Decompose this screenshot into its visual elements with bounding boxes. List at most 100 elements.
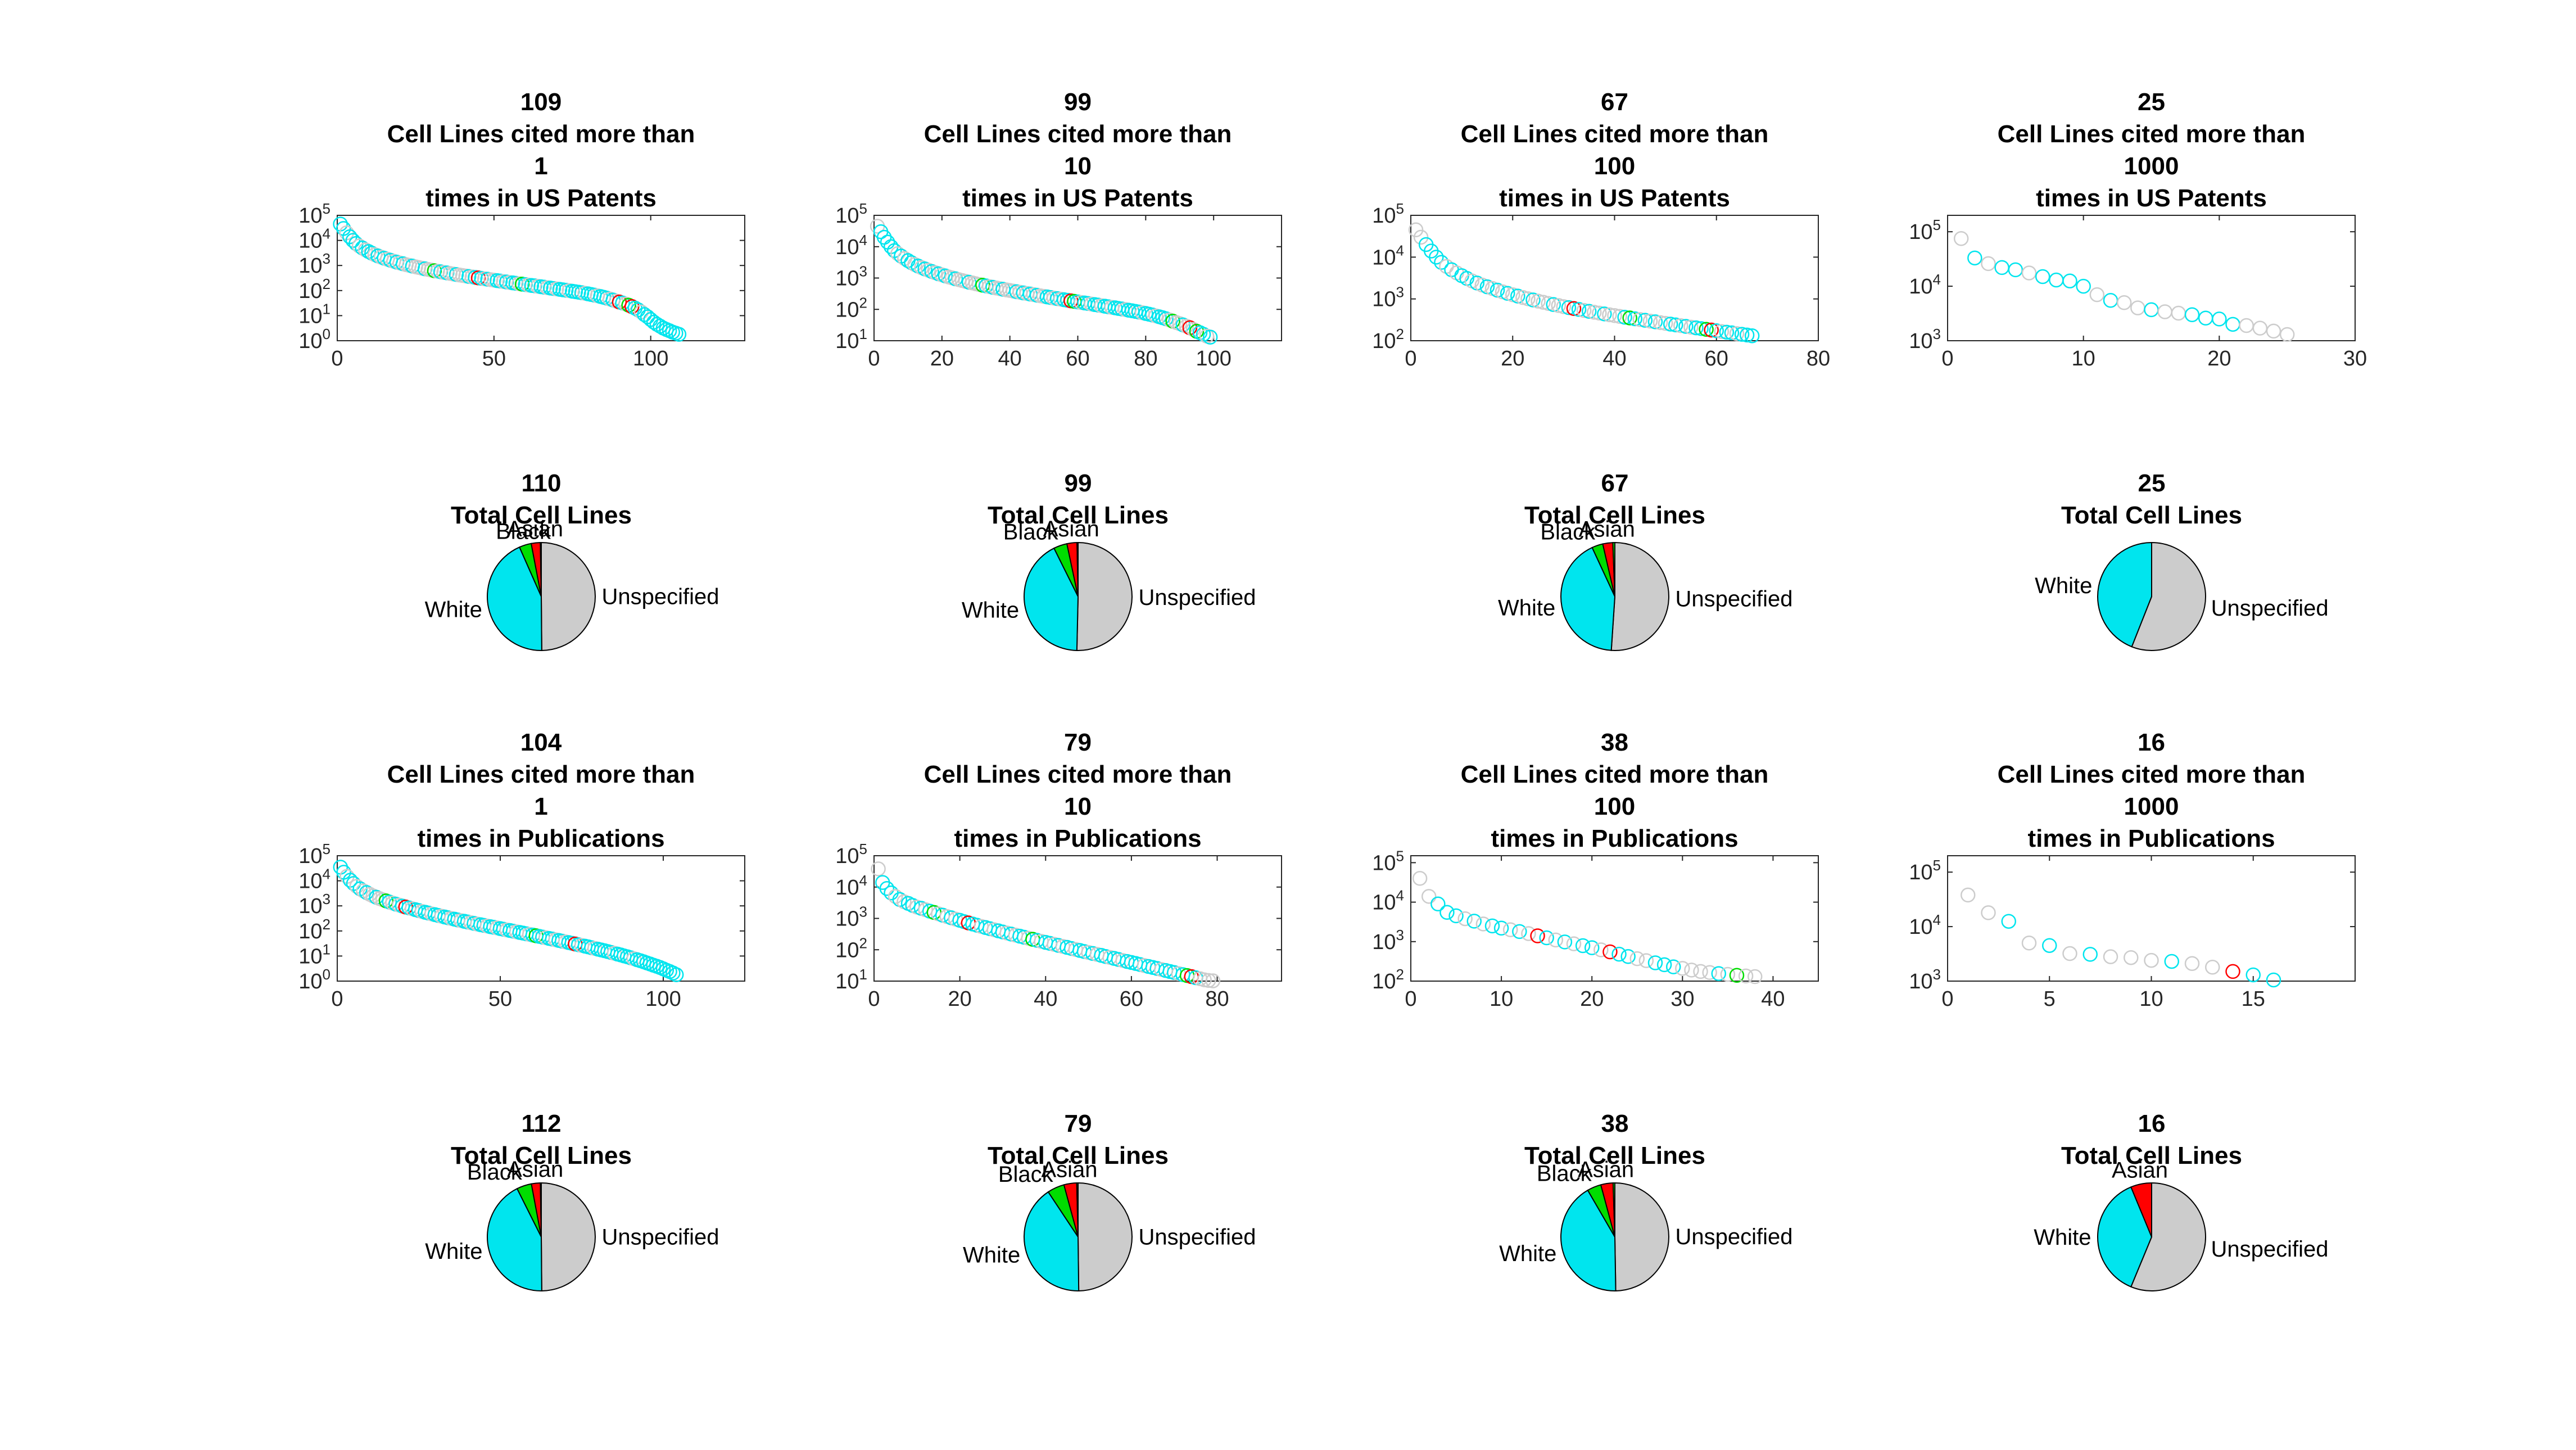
data-point-white (2104, 293, 2117, 307)
data-point-white (1495, 922, 1508, 935)
pie-label-unspecified: Unspecified (1676, 1225, 1793, 1249)
scatter-title-line: 100 (1594, 793, 1635, 820)
scatter-title-line: 109 (520, 88, 562, 116)
x-tick-label: 60 (1120, 987, 1143, 1011)
data-point-white (2084, 947, 2097, 961)
y-tick-label: 102 (298, 916, 331, 943)
scatter-title-line: Cell Lines cited more than (924, 120, 1232, 148)
data-point-unspecified (2280, 328, 2294, 341)
scatter-title-line: 79 (1064, 729, 1092, 756)
x-tick-label: 50 (482, 347, 506, 371)
y-tick-label: 100 (298, 326, 331, 353)
pie-chart-7: Unspecified White (2035, 543, 2328, 651)
data-point-white (1968, 251, 1981, 265)
scatter-plot-10: 020406080101102103104105 (835, 841, 1282, 1011)
x-tick-label: 40 (1034, 987, 1057, 1011)
x-tick-label: 20 (1580, 987, 1604, 1011)
y-tick-label: 104 (835, 232, 867, 259)
scatter-title-line: Cell Lines cited more than (387, 761, 695, 788)
pie-label-unspecified: Unspecified (602, 1225, 719, 1250)
y-tick-label: 100 (298, 966, 331, 993)
data-point-white (1440, 906, 1454, 919)
pie-title-line: Total Cell Lines (988, 1142, 1169, 1169)
data-point-white (1585, 941, 1599, 955)
x-tick-label: 100 (1196, 347, 1231, 371)
data-point-white (2145, 303, 2158, 317)
pie-slice-unspecified (1077, 543, 1132, 651)
pie-title-line: Total Cell Lines (2061, 502, 2242, 529)
y-tick-label: 103 (298, 250, 331, 278)
data-point-white (2009, 263, 2022, 277)
data-point-white (1995, 261, 2009, 274)
data-point-white (2212, 312, 2226, 326)
pie-slice-unspecified (1615, 1183, 1669, 1291)
data-point-unspecified (1459, 912, 1472, 925)
y-tick-label: 104 (1909, 911, 1941, 939)
data-point-unspecified (1640, 954, 1653, 968)
x-tick-label: 40 (998, 347, 1022, 371)
y-tick-label: 105 (835, 841, 867, 868)
scatter-plot-2: 020406080100101102103104105 (835, 200, 1282, 371)
data-point-unspecified (1594, 943, 1608, 956)
pie-label-unspecified: Unspecified (2211, 1237, 2328, 1262)
data-point-unspecified (1522, 927, 1535, 940)
scatter-title-line: 1 (534, 152, 547, 180)
data-point-unspecified (1685, 963, 1698, 977)
y-tick-label: 102 (1372, 326, 1404, 353)
data-point-unspecified (2253, 322, 2267, 335)
x-tick-label: 10 (1490, 987, 1513, 1011)
y-tick-label: 105 (298, 841, 331, 868)
pie-title-line: 25 (2138, 469, 2166, 497)
pie-label-unspecified: Unspecified (2211, 596, 2329, 621)
pie-label-white: White (1499, 1241, 1556, 1266)
x-tick-label: 30 (1670, 987, 1694, 1011)
data-point-white (334, 217, 347, 231)
data-point-unspecified (2117, 296, 2131, 309)
scatter-title-line: Cell Lines cited more than (1998, 120, 2306, 148)
x-tick-label: 100 (645, 987, 681, 1011)
pie-title-line: Total Cell Lines (1524, 502, 1705, 529)
data-point-white (1431, 897, 1445, 911)
y-tick-label: 104 (1909, 271, 1941, 299)
scatter-plot-6: 0102030103104105 (1909, 215, 2367, 371)
pie-label-white: White (2035, 573, 2092, 598)
data-point-asian (1603, 945, 1617, 959)
data-point-unspecified (2090, 288, 2104, 301)
y-tick-label: 104 (1372, 887, 1404, 915)
pie-label-white: White (2034, 1225, 2091, 1250)
scatter-title-line: Cell Lines cited more than (1461, 120, 1769, 148)
pie-chart-1: UnspecifiedWhiteBlackAsian (425, 517, 719, 651)
scatter-plot-0: 050100100101102103104105 (298, 200, 745, 371)
x-tick-label: 10 (2072, 347, 2095, 371)
x-tick-label: 100 (633, 347, 668, 371)
data-point-unspecified (2022, 936, 2036, 950)
data-point-unspecified (2124, 951, 2138, 964)
pie-slice-unspecified (1611, 543, 1669, 651)
y-tick-label: 102 (1372, 966, 1404, 993)
x-tick-label: 0 (1941, 987, 1953, 1011)
data-point-white (1558, 935, 1572, 948)
scatter-title-line: Cell Lines cited more than (924, 761, 1232, 788)
pie-chart-9: UnspecifiedWhiteBlackAsian (425, 1157, 719, 1291)
x-tick-label: 20 (930, 347, 954, 371)
data-point-white (334, 860, 347, 874)
scatter-title-line: times in Publications (417, 825, 664, 852)
pie-label-unspecified: Unspecified (1139, 585, 1256, 610)
pie-title-line: 110 (522, 469, 562, 497)
data-point-white (2077, 279, 2090, 293)
data-point-white (1486, 919, 1499, 933)
data-point-unspecified (2267, 324, 2280, 338)
y-tick-label: 105 (835, 200, 867, 228)
scatter-title-line: 1 (534, 793, 547, 820)
data-point-unspecified (2172, 306, 2185, 320)
x-tick-label: 0 (331, 347, 343, 371)
data-point-white (2049, 273, 2063, 287)
data-point-white (1468, 914, 1481, 928)
data-point-white (1576, 939, 1590, 952)
data-point-unspecified (2158, 305, 2172, 318)
scatter-title-line: 10 (1064, 793, 1092, 820)
pie-label-white: White (1498, 596, 1555, 621)
data-point-unspecified (1504, 923, 1517, 937)
pie-chart-15: UnspecifiedWhiteAsian (2034, 1158, 2328, 1291)
pie-title-line: Total Cell Lines (451, 1142, 632, 1169)
